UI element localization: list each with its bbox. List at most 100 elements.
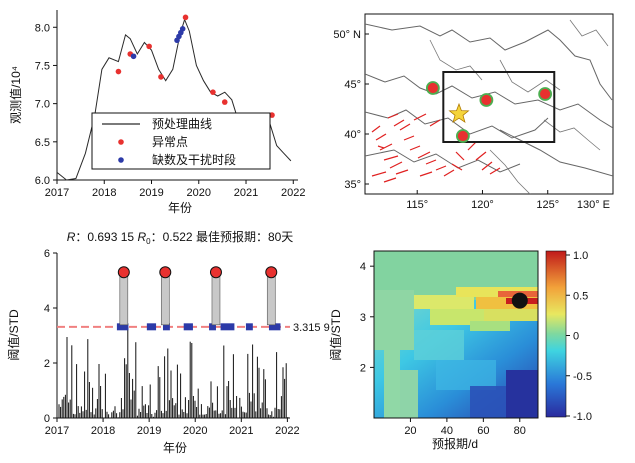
anomaly-point — [210, 89, 216, 95]
thr-y-label: 阈值/STD — [6, 309, 21, 361]
missing-point — [130, 53, 137, 60]
station-marker — [538, 87, 553, 101]
fault-line — [387, 113, 399, 119]
event-marker — [209, 266, 222, 279]
colorbar-tick-label: 1.0 — [573, 250, 588, 262]
obs-x-tick-label: 2020 — [187, 187, 211, 199]
heat-x-ticks: 20 40 60 80 — [404, 418, 526, 437]
anomaly-point — [146, 43, 152, 50]
colorbar-ticks: 1.0 0.5 0 -0.5 -1.0 — [566, 250, 592, 423]
thr-bars — [58, 327, 289, 418]
map-lat-label: 40° — [344, 129, 361, 141]
obs-missing-points — [130, 26, 186, 60]
thr-x-tick-label: 2019 — [137, 425, 161, 437]
fault-line — [435, 165, 447, 171]
earthquake-events — [117, 266, 278, 326]
heat-y-tick-label: 2 — [360, 362, 366, 374]
obs-y-tick-label: 7.0 — [35, 99, 50, 111]
alarm-segment — [209, 323, 216, 331]
fault-line — [409, 145, 421, 151]
station-marker — [479, 93, 494, 107]
heatmap-cells — [374, 251, 538, 418]
obs-y-tick-label: 6.5 — [35, 137, 50, 149]
threshold-chart: R：0.693 15 R0：0.522 最佳预报期：80天 3.315 9 20… — [6, 229, 330, 455]
legend-curve-label: 预处理曲线 — [152, 117, 212, 131]
fault-line — [481, 161, 493, 171]
map-lat-label: 45° — [344, 79, 361, 91]
thr-y-tick-label: 2 — [44, 358, 50, 370]
alarm-segments — [116, 323, 281, 331]
heat-y-label: 阈值/STD — [328, 309, 343, 361]
colorbar-tick-label: -0.5 — [573, 371, 592, 383]
fault-line — [413, 113, 427, 121]
heat-y-ticks: 2 3 4 — [360, 261, 374, 374]
map-lon-label: 125° — [536, 199, 559, 211]
event-marker — [265, 266, 278, 279]
event-stem — [119, 271, 129, 326]
alarm-segment — [116, 323, 129, 331]
fault-line — [395, 169, 409, 175]
fault-line — [383, 177, 397, 183]
thr-x-tick-label: 2021 — [229, 425, 253, 437]
thr-y-tick-label: 6 — [44, 248, 50, 260]
fault-line — [475, 151, 487, 161]
fault-line — [403, 135, 415, 141]
anomaly-point — [115, 68, 122, 75]
thr-y-ticks: 0 2 4 6 — [44, 248, 57, 425]
colorbar — [545, 250, 567, 418]
fault-line — [375, 133, 387, 141]
heat-y-tick-label: 4 — [360, 261, 366, 273]
obs-y-tick-label: 8.0 — [35, 22, 50, 34]
alarm-segment — [162, 323, 170, 331]
thr-x-ticks: 2017 2018 2019 2020 2021 2022 — [45, 418, 300, 437]
obs-y-ticks: 6.0 6.5 7.0 7.5 8.0 — [35, 22, 57, 187]
station-marker — [455, 129, 470, 143]
missing-point — [179, 26, 186, 32]
heatmap-chart: 1.0 0.5 0 -0.5 -1.0 20 40 60 80 2 3 4 预报期/d 阈值/ST… — [328, 250, 592, 451]
colorbar-tick-label: -1.0 — [573, 411, 592, 423]
obs-y-tick-label: 7.5 — [35, 60, 50, 72]
obs-x-tick-label: 2017 — [45, 187, 69, 199]
station-marker — [425, 81, 440, 95]
study-area-box — [442, 71, 556, 143]
fault-lines — [371, 113, 501, 183]
anomaly-point — [221, 99, 228, 105]
event-marker — [159, 266, 172, 279]
heat-x-label: 预报期/d — [432, 436, 478, 451]
thr-x-tick-label: 2022 — [275, 425, 299, 437]
map-ticks: 50° N 45° 40° 35° 115° 120° 125° 130° E — [333, 29, 614, 211]
alarm-segment — [220, 323, 235, 331]
legend-missing-label: 缺数及干扰时段 — [152, 152, 236, 167]
legend-anomaly-swatch — [118, 139, 124, 145]
heat-y-tick-label: 3 — [360, 312, 366, 324]
alarm-segment — [183, 323, 193, 331]
fault-line — [443, 169, 455, 177]
obs-y-label: 观测值/10⁴ — [8, 66, 23, 124]
fault-line — [429, 119, 441, 127]
heat-x-tick-label: 20 — [404, 425, 416, 437]
event-stem — [211, 271, 221, 326]
fault-line — [425, 159, 437, 165]
thr-x-tick-label: 2018 — [91, 425, 115, 437]
fault-line — [417, 151, 431, 159]
fault-line — [455, 151, 465, 161]
threshold-value-label: 3.315 9 — [293, 322, 330, 334]
obs-x-ticks: 2017 2018 2019 2020 2021 2022 — [45, 180, 306, 199]
alarm-segment — [245, 323, 253, 331]
event-stem — [160, 271, 170, 326]
fault-line — [467, 141, 477, 151]
fault-line — [489, 167, 501, 175]
obs-x-label: 年份 — [168, 201, 192, 215]
event-stem — [266, 271, 276, 326]
event-marker — [117, 266, 130, 279]
fault-line — [371, 171, 387, 177]
colorbar-tick-label: 0.5 — [573, 290, 588, 302]
obs-y-tick-label: 6.0 — [35, 175, 50, 187]
obs-anomaly-points — [115, 14, 275, 118]
obs-x-tick-label: 2018 — [92, 187, 116, 199]
alarm-segment — [268, 323, 281, 331]
map-lat-label: 50° N — [333, 29, 361, 41]
fault-line — [379, 143, 393, 151]
obs-x-tick-label: 2021 — [234, 187, 258, 199]
heatmap-frame — [373, 250, 539, 419]
